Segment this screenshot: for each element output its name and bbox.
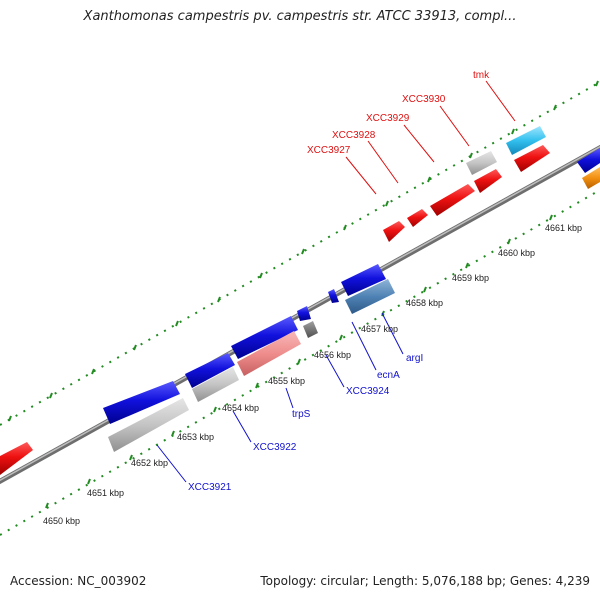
gene-label-xcc3924[interactable]: XCC3924: [346, 386, 390, 397]
scale-label: 4656 kbp: [314, 350, 351, 360]
gene-block: [237, 331, 301, 376]
forward-strand-genes[interactable]: [0, 126, 600, 475]
gene-arrow: [0, 442, 33, 475]
gene-label-argi[interactable]: argI: [406, 353, 423, 364]
genome-summary-text: Topology: circular; Length: 5,076,188 bp…: [260, 574, 590, 588]
map-title: Xanthomonas campestris pv. campestris st…: [83, 9, 517, 24]
gene-label-xcc3921[interactable]: XCC3921: [188, 482, 232, 493]
scale-label: 4650 kbp: [43, 516, 80, 526]
gene-label-tmk[interactable]: tmk: [473, 70, 490, 81]
scale-label: 4651 kbp: [87, 488, 124, 498]
gene-arrow: [514, 145, 550, 172]
gene-label-ecna[interactable]: ecnA: [377, 370, 400, 381]
reverse-gene-labels: XCC3921 XCC3922 trpS XCC3924 ecnA argI: [188, 353, 423, 493]
scale-label: 4661 kbp: [545, 223, 582, 233]
gene-label-trps[interactable]: trpS: [292, 409, 311, 420]
scale-label: 4660 kbp: [498, 248, 535, 258]
gene-arrow: [383, 221, 405, 242]
gene-arrow: [328, 289, 339, 303]
outer-tick-marks: [8, 80, 599, 422]
gene-arrow: [577, 148, 600, 173]
gene-block: [582, 167, 600, 189]
gene-arrow: [474, 169, 502, 193]
scale-label: 4657 kbp: [361, 324, 398, 334]
gene-arrow: [231, 316, 298, 359]
gene-label-xcc3928[interactable]: XCC3928: [332, 130, 376, 141]
gene-block: [303, 321, 318, 338]
scale-label: 4655 kbp: [268, 376, 305, 386]
scale-label: 4659 kbp: [452, 273, 489, 283]
scale-label: 4653 kbp: [177, 432, 214, 442]
gene-block: [466, 151, 497, 175]
scale-label: 4652 kbp: [131, 458, 168, 468]
accession-text: Accession: NC_003902: [10, 574, 147, 588]
gene-block: [192, 367, 239, 402]
scale-labels: 4650 kbp 4651 kbp 4652 kbp 4653 kbp 4654…: [43, 223, 582, 526]
gene-block: [506, 126, 546, 155]
gene-arrow: [185, 353, 235, 388]
gene-arrow: [430, 184, 475, 216]
gene-arrow: [297, 306, 311, 321]
gene-label-xcc3929[interactable]: XCC3929: [366, 113, 410, 124]
gene-block: [345, 279, 395, 314]
reverse-strand-genes[interactable]: [103, 264, 395, 452]
gene-label-xcc3922[interactable]: XCC3922: [253, 442, 297, 453]
gene-arrow: [341, 264, 386, 296]
gene-label-xcc3930[interactable]: XCC3930: [402, 94, 446, 105]
inner-tick-marks: [45, 214, 553, 509]
forward-label-leaders: [345, 80, 516, 195]
forward-gene-labels: XCC3927 XCC3928 XCC3929 XCC3930 tmk: [307, 70, 490, 156]
scale-label: 4654 kbp: [222, 403, 259, 413]
gene-label-xcc3927[interactable]: XCC3927: [307, 145, 351, 156]
gene-arrow: [103, 381, 180, 424]
scale-label: 4658 kbp: [406, 298, 443, 308]
reverse-label-leaders: [156, 312, 404, 483]
inner-dotted-track: [0, 189, 600, 536]
gene-arrow: [407, 209, 428, 227]
gene-block: [108, 398, 189, 452]
